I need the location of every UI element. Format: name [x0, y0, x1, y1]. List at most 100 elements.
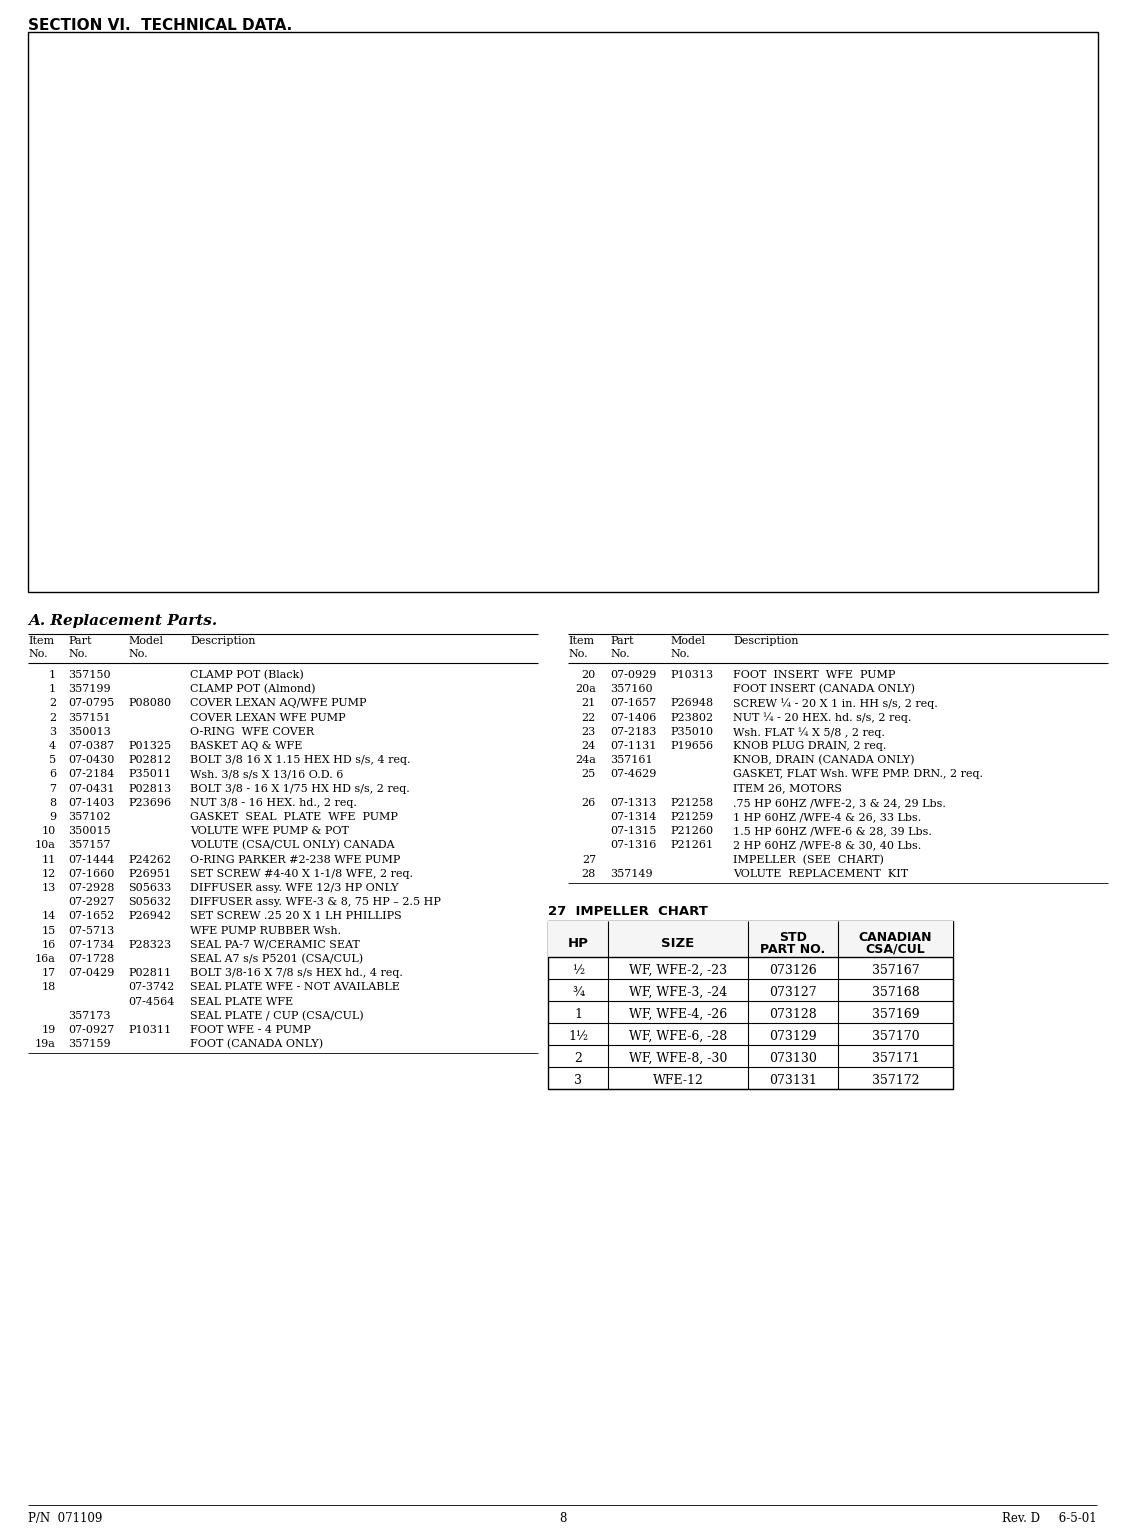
Text: 2: 2 — [574, 1052, 582, 1065]
Text: P/N  071109: P/N 071109 — [28, 1512, 102, 1524]
Text: 07-0387: 07-0387 — [68, 741, 115, 751]
Text: 07-0431: 07-0431 — [68, 783, 115, 794]
Text: Description: Description — [734, 636, 799, 647]
Text: No.: No. — [610, 650, 630, 659]
Text: 07-1316: 07-1316 — [610, 841, 656, 850]
Text: 073129: 073129 — [770, 1030, 817, 1043]
Text: BASKET AQ & WFE: BASKET AQ & WFE — [190, 741, 303, 751]
Text: P21258: P21258 — [670, 798, 713, 807]
Text: P35010: P35010 — [670, 726, 713, 737]
Text: 07-1131: 07-1131 — [610, 741, 656, 751]
Bar — [548, 921, 953, 958]
Text: Description: Description — [190, 636, 255, 647]
Text: 26: 26 — [582, 798, 596, 807]
Text: CSA/CUL: CSA/CUL — [865, 944, 926, 956]
Text: PART NO.: PART NO. — [760, 944, 826, 956]
Text: 18: 18 — [42, 982, 56, 993]
Text: 2: 2 — [48, 712, 56, 723]
Text: KNOB, DRAIN (CANADA ONLY): KNOB, DRAIN (CANADA ONLY) — [734, 755, 915, 766]
Text: Part: Part — [68, 636, 91, 647]
Text: 07-0929: 07-0929 — [610, 669, 656, 680]
Text: P02812: P02812 — [128, 755, 171, 764]
Text: VOLUTE WFE PUMP & POT: VOLUTE WFE PUMP & POT — [190, 826, 349, 836]
Text: ½: ½ — [572, 964, 584, 977]
Text: 07-1660: 07-1660 — [68, 869, 115, 879]
Text: 07-4564: 07-4564 — [128, 997, 174, 1007]
Text: 073127: 073127 — [770, 987, 817, 999]
Text: 357151: 357151 — [68, 712, 110, 723]
Text: 5: 5 — [48, 755, 56, 764]
Text: 1: 1 — [48, 685, 56, 694]
Text: SEAL PLATE / CUP (CSA/CUL): SEAL PLATE / CUP (CSA/CUL) — [190, 1011, 363, 1022]
Text: 357149: 357149 — [610, 869, 652, 879]
Text: 1: 1 — [48, 669, 56, 680]
Text: 6: 6 — [48, 769, 56, 780]
Text: WF, WFE-8, -30: WF, WFE-8, -30 — [629, 1052, 727, 1065]
Text: 073128: 073128 — [770, 1008, 817, 1020]
Text: VOLUTE  REPLACEMENT  KIT: VOLUTE REPLACEMENT KIT — [734, 869, 908, 879]
Text: 2: 2 — [48, 699, 56, 708]
Text: P21259: P21259 — [670, 812, 713, 823]
Text: P28323: P28323 — [128, 939, 171, 950]
Text: 3: 3 — [574, 1074, 582, 1088]
Text: FOOT INSERT (CANADA ONLY): FOOT INSERT (CANADA ONLY) — [734, 685, 915, 694]
Text: P24262: P24262 — [128, 855, 171, 864]
Text: S05633: S05633 — [128, 882, 171, 893]
Text: COVER LEXAN AQ/WFE PUMP: COVER LEXAN AQ/WFE PUMP — [190, 699, 367, 708]
Text: 24: 24 — [582, 741, 596, 751]
Text: Model: Model — [670, 636, 705, 647]
Text: 13: 13 — [42, 882, 56, 893]
Text: 07-2183: 07-2183 — [610, 726, 656, 737]
Text: No.: No. — [28, 650, 47, 659]
Text: ITEM 26, MOTORS: ITEM 26, MOTORS — [734, 783, 842, 794]
Text: 07-1313: 07-1313 — [610, 798, 656, 807]
Text: No.: No. — [68, 650, 88, 659]
Text: 8: 8 — [48, 798, 56, 807]
Text: WF, WFE-6, -28: WF, WFE-6, -28 — [629, 1030, 727, 1043]
Text: 07-2928: 07-2928 — [68, 882, 115, 893]
Text: P08080: P08080 — [128, 699, 171, 708]
Text: 9: 9 — [48, 812, 56, 823]
Text: O-RING  WFE COVER: O-RING WFE COVER — [190, 726, 314, 737]
Text: P23802: P23802 — [670, 712, 713, 723]
Text: P21260: P21260 — [670, 826, 713, 836]
Text: P10311: P10311 — [128, 1025, 171, 1036]
Text: P21261: P21261 — [670, 841, 713, 850]
Text: BOLT 3/8-16 X 7/8 s/s HEX hd., 4 req.: BOLT 3/8-16 X 7/8 s/s HEX hd., 4 req. — [190, 968, 403, 979]
Text: SIZE: SIZE — [662, 938, 694, 950]
Text: CANADIAN: CANADIAN — [858, 931, 933, 944]
Text: 07-1728: 07-1728 — [68, 954, 115, 964]
Text: Rev. D     6-5-01: Rev. D 6-5-01 — [1002, 1512, 1097, 1524]
Text: FOOT (CANADA ONLY): FOOT (CANADA ONLY) — [190, 1039, 323, 1049]
Text: GASKET, FLAT Wsh. WFE PMP. DRN., 2 req.: GASKET, FLAT Wsh. WFE PMP. DRN., 2 req. — [734, 769, 983, 780]
Text: P26951: P26951 — [128, 869, 171, 879]
Text: 17: 17 — [42, 968, 56, 979]
Text: 357171: 357171 — [872, 1052, 919, 1065]
Text: 1½: 1½ — [568, 1030, 588, 1043]
Text: 07-4629: 07-4629 — [610, 769, 656, 780]
Text: P26942: P26942 — [128, 912, 171, 921]
Text: O-RING PARKER #2-238 WFE PUMP: O-RING PARKER #2-238 WFE PUMP — [190, 855, 400, 864]
Text: 357102: 357102 — [68, 812, 110, 823]
Text: 22: 22 — [582, 712, 596, 723]
Text: P19656: P19656 — [670, 741, 713, 751]
Text: 11: 11 — [42, 855, 56, 864]
Text: 23: 23 — [582, 726, 596, 737]
Text: 2 HP 60HZ /WFE-8 & 30, 40 Lbs.: 2 HP 60HZ /WFE-8 & 30, 40 Lbs. — [734, 841, 921, 850]
Text: 357167: 357167 — [872, 964, 919, 977]
Text: 07-0927: 07-0927 — [68, 1025, 115, 1036]
Text: A. Replacement Parts.: A. Replacement Parts. — [28, 614, 217, 628]
Text: IMPELLER  (SEE  CHART): IMPELLER (SEE CHART) — [734, 855, 884, 866]
Text: 357161: 357161 — [610, 755, 652, 764]
Text: 07-1657: 07-1657 — [610, 699, 656, 708]
Text: 07-0795: 07-0795 — [68, 699, 115, 708]
Text: NUT ¼ - 20 HEX. hd. s/s, 2 req.: NUT ¼ - 20 HEX. hd. s/s, 2 req. — [734, 712, 911, 723]
Text: 07-0429: 07-0429 — [68, 968, 115, 979]
Text: 10a: 10a — [35, 841, 56, 850]
Text: 07-1652: 07-1652 — [68, 912, 115, 921]
Text: 357150: 357150 — [68, 669, 110, 680]
Text: SEAL PLATE WFE: SEAL PLATE WFE — [190, 997, 294, 1007]
Text: S05632: S05632 — [128, 898, 171, 907]
Bar — [548, 921, 953, 1089]
Text: DIFFUSER assy. WFE 12/3 HP ONLY: DIFFUSER assy. WFE 12/3 HP ONLY — [190, 882, 398, 893]
